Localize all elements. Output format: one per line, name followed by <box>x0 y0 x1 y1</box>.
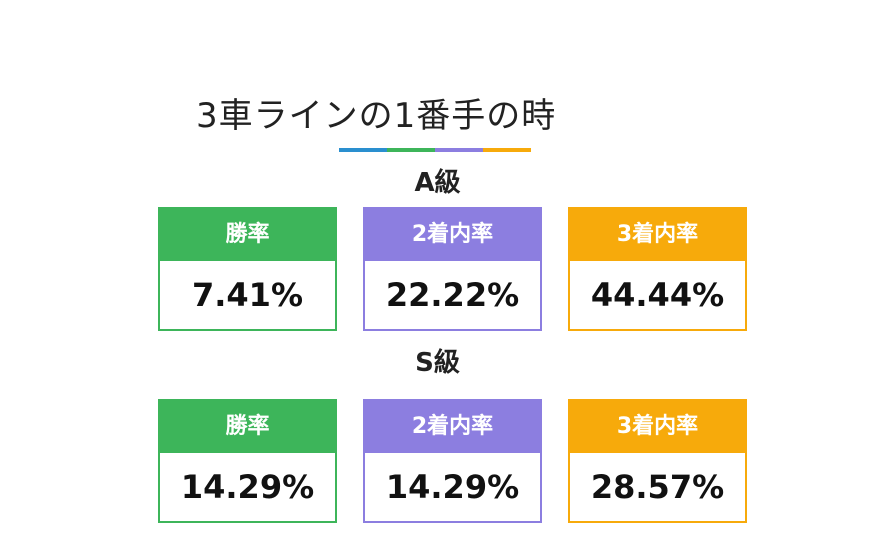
card-label: 3着内率 <box>570 401 745 453</box>
card-value: 7.41% <box>191 276 303 314</box>
grade-heading-a: A級 <box>414 168 461 198</box>
card-value: 22.22% <box>385 276 520 314</box>
s-win-rate-card: 勝率 14.29% <box>158 399 337 523</box>
title-underline <box>339 148 531 152</box>
card-label: 勝率 <box>160 401 335 453</box>
s-top3-rate-card: 3着内率 28.57% <box>568 399 747 523</box>
a-win-rate-card: 勝率 7.41% <box>158 207 337 331</box>
a-top2-rate-card: 2着内率 22.22% <box>363 207 542 331</box>
card-label: 3着内率 <box>570 209 745 261</box>
underline-segment-orange <box>483 148 531 152</box>
underline-segment-purple <box>435 148 483 152</box>
page-title: 3車ラインの1番手の時 <box>196 96 557 136</box>
a-top3-rate-card: 3着内率 44.44% <box>568 207 747 331</box>
card-value: 14.29% <box>180 468 315 506</box>
card-label: 勝率 <box>160 209 335 261</box>
underline-segment-blue <box>339 148 387 152</box>
card-label: 2着内率 <box>365 401 540 453</box>
underline-segment-green <box>387 148 435 152</box>
card-value: 14.29% <box>385 468 520 506</box>
card-value: 44.44% <box>590 276 725 314</box>
card-value: 28.57% <box>590 468 725 506</box>
card-label: 2着内率 <box>365 209 540 261</box>
s-top2-rate-card: 2着内率 14.29% <box>363 399 542 523</box>
grade-heading-s: S級 <box>415 348 460 378</box>
